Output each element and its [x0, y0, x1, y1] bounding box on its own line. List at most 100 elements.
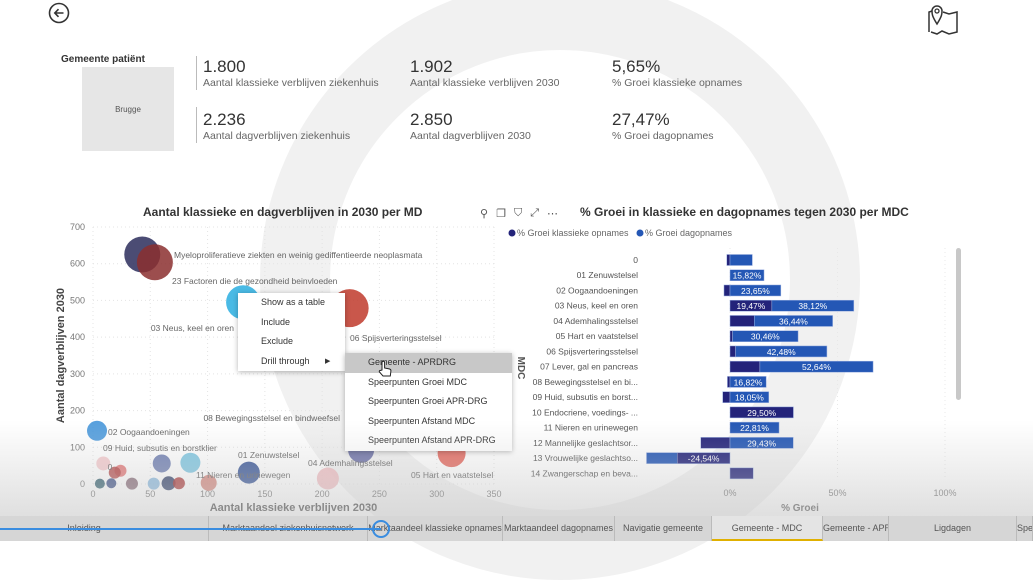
data-label: 52,64% — [802, 362, 831, 372]
bar[interactable] — [646, 452, 678, 464]
bar[interactable] — [771, 299, 855, 312]
menu-item-exclude[interactable]: Exclude — [261, 336, 294, 346]
more-options-icon[interactable]: ⋯ — [547, 208, 558, 220]
bar[interactable] — [729, 315, 755, 327]
bar[interactable] — [729, 254, 753, 266]
x-tick-label: 50% — [828, 488, 846, 498]
drill-through-submenu: Gemeente - APRDRG Speerpunten Groei MDC … — [345, 353, 512, 451]
video-scrubber-track[interactable] — [0, 528, 381, 530]
menu-item-drill-through[interactable]: Drill through ▶ — [238, 352, 345, 372]
bar[interactable] — [729, 330, 733, 342]
category-label: 08 Bewegingsstelsel en bi... — [533, 377, 638, 387]
video-scrubber-handle[interactable] — [372, 520, 390, 538]
legend-marker — [636, 229, 644, 237]
bar[interactable] — [726, 254, 731, 266]
kpi-value: 27,47% — [612, 110, 670, 129]
scrollbar[interactable] — [956, 248, 961, 400]
y-tick-label: 400 — [70, 332, 85, 342]
bar[interactable] — [729, 284, 782, 297]
kpi-label: % Groei dagopnames — [612, 130, 714, 142]
slicer-title: Gemeente patiënt — [61, 54, 145, 65]
tab-gemeente-mdc[interactable]: Gemeente - MDC — [712, 516, 823, 541]
data-label: 19,47% — [737, 301, 766, 311]
data-label: 36,44% — [779, 316, 808, 326]
kpi-value: 1.800 — [203, 57, 246, 76]
submenu-item-speerpunten-afstand-mdc[interactable]: Speerpunten Afstand MDC — [368, 415, 476, 426]
category-label: 12 Mannelijke geslachtsor... — [533, 438, 638, 448]
data-label: 15,82% — [733, 271, 762, 281]
bar[interactable] — [729, 360, 761, 373]
bar[interactable] — [723, 284, 731, 297]
focus-mode-icon[interactable]: ⤢ — [530, 207, 539, 219]
context-menu: Show as a table Include Exclude Drill th… — [238, 293, 345, 371]
filter-icon[interactable]: ⛉ — [513, 207, 523, 219]
kpi-label: % Groei klassieke opnames — [612, 77, 743, 89]
bar[interactable] — [735, 345, 828, 358]
bar[interactable] — [722, 391, 731, 403]
bar-chart[interactable]: 0% 50% 100% % Groei MDC % Groei klassieke opn… — [0, 0, 1033, 541]
submenu-item-gemeente-aprdrg[interactable]: Gemeente - APRDRG — [345, 353, 512, 373]
tab-marktaandeel-klassieke-opnames[interactable]: Marktaandeel klassieke opnames — [368, 516, 503, 541]
pin-icon[interactable]: ⚲ — [480, 208, 489, 220]
bar[interactable] — [729, 345, 736, 358]
x-tick-label: 100% — [933, 488, 956, 498]
data-label: 29,43% — [747, 438, 776, 448]
category-label: 09 Huid, subsutis en borst... — [533, 392, 638, 402]
back-arrow-circle-icon[interactable] — [48, 2, 70, 24]
bar[interactable] — [727, 376, 731, 388]
tab-speerpunten-groei-mdc[interactable]: Speerpunten Groei MDC — [1017, 516, 1033, 541]
category-label: 04 Ademhalingsstelsel — [553, 316, 638, 326]
data-point[interactable] — [136, 244, 173, 281]
bar[interactable] — [729, 391, 770, 403]
tab-marktaandeel-dagopnames[interactable]: Marktaandeel dagopnames — [503, 516, 615, 541]
category-label: 10 Endocriene, voedings- ... — [532, 407, 638, 417]
slicer-value[interactable]: Brugge — [115, 104, 141, 114]
bar[interactable] — [729, 269, 765, 281]
bar[interactable] — [759, 360, 874, 373]
menu-item-include[interactable]: Include — [261, 316, 291, 327]
menu-item-show-as-table[interactable]: Show as a table — [261, 297, 326, 307]
category-label: 0 — [633, 255, 638, 265]
submenu-item-speerpunten-groei-aprdrg[interactable]: Speerpunten Groei APR-DRG — [368, 396, 488, 406]
kpi-value: 5,65% — [612, 57, 661, 76]
bar[interactable] — [754, 315, 833, 327]
kpi-label: Aantal dagverblijven ziekenhuis — [203, 130, 351, 142]
tab-navigatie-gemeente[interactable]: Navigatie gemeente — [615, 516, 712, 541]
category-label: 07 Lever, gal en pancreas — [540, 362, 638, 372]
tab-ligdagen[interactable]: Ligdagen — [889, 516, 1017, 541]
x-axis-title: % Groei — [781, 503, 819, 514]
bar[interactable] — [729, 467, 754, 480]
submenu-item-speerpunten-groei-mdc[interactable]: Speerpunten Groei MDC — [368, 376, 468, 387]
tab-gemeente-aprdrg[interactable]: Gemeente - APRDRG — [823, 516, 889, 541]
slicer-gemeente[interactable]: Brugge — [82, 67, 174, 151]
map-pin-icon[interactable] — [926, 2, 962, 36]
bar[interactable] — [729, 406, 794, 419]
category-label: 05 Hart en vaatstelsel — [556, 331, 638, 341]
bar[interactable] — [729, 376, 767, 388]
data-label: 29,50% — [747, 408, 776, 418]
data-label: 06 Spijsverteringsstelsel — [350, 333, 442, 343]
category-label: 06 Spijsverteringsstelsel — [546, 346, 638, 356]
y-tick-label: 700 — [70, 222, 85, 232]
kpi-value: 2.850 — [410, 110, 453, 129]
divider — [196, 56, 197, 90]
legend-marker — [508, 229, 516, 237]
y-axis-title: MDC — [515, 357, 526, 380]
data-label: 03 Neus, keel en oren — [151, 323, 234, 333]
copy-icon[interactable]: ❐ — [496, 208, 506, 220]
kpi-value: 1.902 — [410, 57, 453, 76]
bar[interactable] — [732, 330, 799, 342]
data-label: 30,46% — [751, 332, 780, 342]
category-label: 14 Zwangerschap en beva... — [531, 468, 638, 478]
category-label: 03 Neus, keel en oren — [555, 301, 638, 311]
kpi-label: Aantal klassieke verblijven ziekenhuis — [203, 77, 379, 89]
submenu-item-speerpunten-afstand-aprdrg[interactable]: Speerpunten Afstand APR-DRG — [368, 435, 496, 445]
kpi-label: Aantal klassieke verblijven 2030 — [410, 77, 560, 89]
bar[interactable] — [700, 437, 731, 449]
visual-header: ⚲ ❐ ⛉ ⤢ ⋯ — [480, 207, 558, 220]
category-label: 11 Nieren en urinewegen — [544, 423, 639, 433]
data-label: -24,54% — [688, 454, 720, 464]
hand-cursor-icon — [378, 360, 392, 377]
y-tick-label: 300 — [70, 369, 85, 379]
data-label: 23,65% — [741, 286, 770, 296]
